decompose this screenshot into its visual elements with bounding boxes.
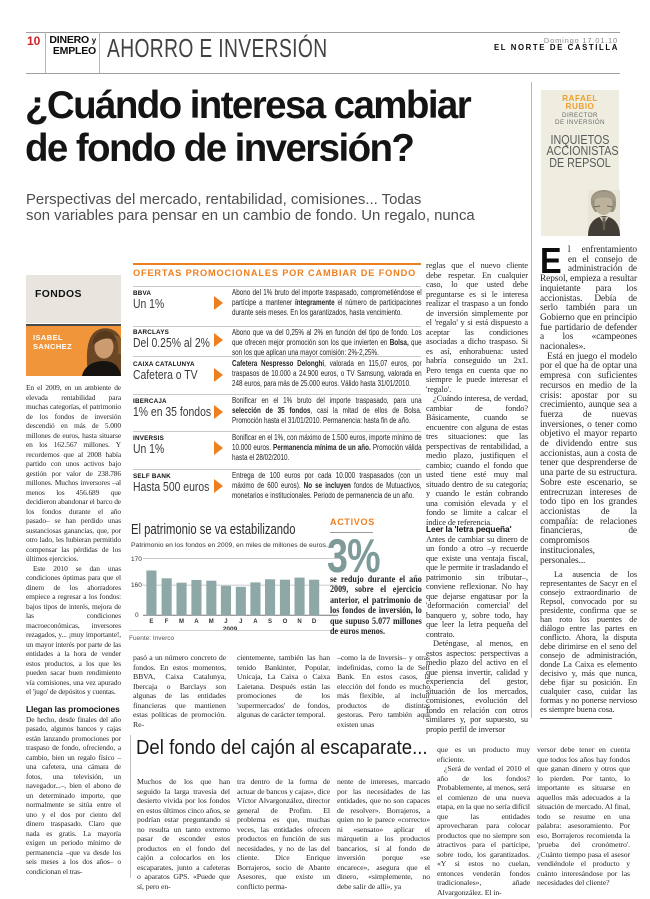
svg-text:N: N xyxy=(297,619,301,625)
svg-text:0: 0 xyxy=(135,612,139,619)
svg-text:M: M xyxy=(179,619,184,625)
svg-text:S: S xyxy=(268,619,272,625)
svg-text:J: J xyxy=(224,619,227,625)
svg-text:170: 170 xyxy=(131,556,142,563)
svg-text:M: M xyxy=(209,619,214,625)
svg-text:A: A xyxy=(253,619,258,625)
svg-text:A: A xyxy=(194,619,199,625)
svg-text:2009: 2009 xyxy=(223,626,238,633)
svg-text:J: J xyxy=(239,619,242,625)
svg-text:F: F xyxy=(165,619,169,625)
svg-text:E: E xyxy=(149,619,153,625)
svg-text:D: D xyxy=(312,619,317,625)
svg-text:160: 160 xyxy=(131,582,142,589)
svg-text:O: O xyxy=(283,619,288,625)
